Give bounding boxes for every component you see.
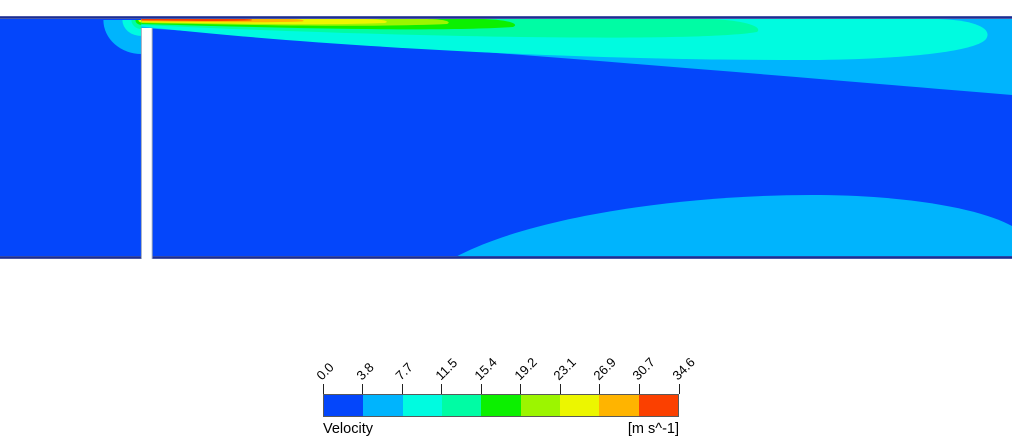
colorbar-segment [638, 395, 678, 416]
colorbar-tick [678, 384, 680, 394]
colorbar-tick [401, 384, 403, 394]
legend-title: Velocity [323, 421, 373, 437]
left-chamber-field [0, 19, 142, 257]
colorbar-segment [481, 395, 521, 416]
colorbar-tick-label: 3.8 [352, 359, 377, 383]
colorbar-tick-label: 34.6 [669, 354, 698, 383]
contour-plot [0, 16, 1012, 259]
colorbar-segment [363, 395, 403, 416]
baffle-edge-left [140, 28, 142, 259]
colorbar-legend: 0.0 3.8 7.7 11.5 15.4 19.2 23.1 26.9 30.7 34.6 Ve… [313, 354, 698, 437]
colorbar-segment [324, 395, 364, 416]
colorbar-tick-label: 15.4 [471, 354, 501, 383]
legend-units: [m s^-1] [627, 421, 679, 437]
inlet-fan-yellow [138, 20, 142, 23]
colorbar-tick [362, 384, 364, 394]
colorbar-tick-label: 11.5 [432, 355, 460, 383]
colorbar-tick [559, 384, 561, 394]
colorbar-tick [480, 384, 482, 394]
bottom-wall-left [0, 256, 142, 259]
colorbar-segment [559, 395, 600, 416]
colorbar-tick [441, 384, 443, 394]
colorbar-segment [599, 395, 639, 416]
colorbar-tick-label: 7.7 [392, 359, 416, 383]
recirculation-zone [457, 194, 1012, 257]
colorbar-tick-label: 26.9 [590, 354, 619, 383]
colorbar-tick [638, 384, 640, 394]
colorbar-tick-label: 0.0 [313, 359, 337, 383]
colorbar-tick-label: 19.2 [511, 354, 540, 383]
baffle-edge-right [151, 28, 153, 259]
colorbar-tick-label: 23.1 [550, 354, 580, 383]
colorbar-caption: Velocity [m s^-1] [323, 421, 679, 437]
baffle [141, 28, 152, 259]
top-wall [0, 16, 1012, 19]
bottom-wall-right [151, 256, 1012, 259]
colorbar-tick [322, 384, 324, 394]
colorbar-segment [520, 395, 560, 416]
colorbar-segment [402, 395, 442, 416]
colorbar-segments [323, 394, 679, 417]
colorbar-tick [520, 384, 522, 394]
colorbar-segment [441, 395, 482, 416]
colorbar-tick [599, 384, 601, 394]
jet-band-red-core [141, 19, 253, 22]
colorbar-tick-label: 30.7 [629, 354, 659, 383]
